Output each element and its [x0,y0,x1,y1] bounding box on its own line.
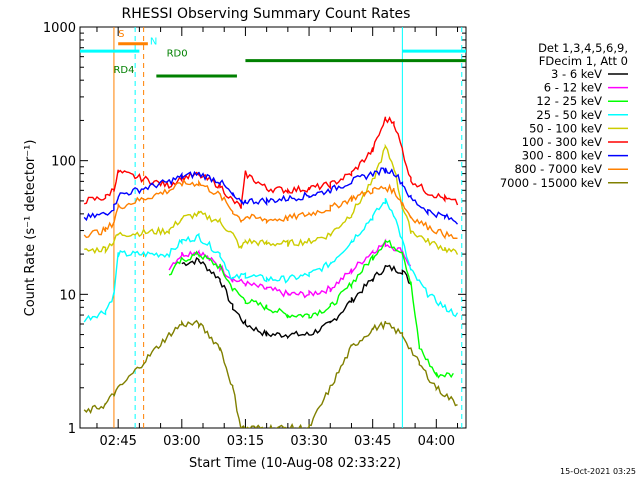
chart-title: RHESSI Observing Summary Count Rates [122,6,411,22]
y-tick-label: 1000 [43,21,76,36]
x-axis-label: Start Time (10-Aug-08 02:33:22) [189,456,401,471]
annotation-label-s: S [118,29,124,40]
footer-timestamp: 15-Oct-2021 03:25 [560,467,636,476]
x-tick-label: 02:45 [99,434,136,449]
y-tick-label: 1 [68,422,76,437]
series-line-7 [83,178,458,240]
plot-frame [79,26,467,429]
legend-entry-label: 300 - 800 keV [522,149,602,163]
y-axis-label: Count Rate (s⁻¹ detector⁻¹) [23,140,38,317]
legend-header: FDecim 1, Att 0 [539,54,628,68]
legend-entry-label: 12 - 25 keV [536,94,602,108]
annotation-label-rd0: RD0 [167,49,188,60]
series-line-5 [84,116,459,209]
x-tick-label: 03:30 [290,434,327,449]
legend-header: Det 1,3,4,5,6,9, [538,41,628,55]
legend-entry-label: 7000 - 15000 keV [500,176,602,190]
y-tick-label: 100 [51,155,76,170]
annotation-label-n: N [150,37,157,48]
y-tick-label: 10 [59,288,76,303]
plot-area: 1 10 100 1000 02:45 03:00 03:15 03:30 03:45 04:00… [43,21,467,449]
series-line-6 [83,167,459,225]
x-tick-label: 04:00 [418,434,455,449]
series-line-3 [83,197,459,323]
series-line-4 [84,143,459,255]
legend-entry-label: 25 - 50 keV [536,108,602,122]
series-line-2 [168,239,454,379]
annotation-label-rd4: RD4 [113,65,134,76]
legend-entry-label: 50 - 100 keV [529,121,602,135]
series-line-8 [83,319,458,428]
x-tick-label: 03:00 [163,434,200,449]
legend-entry-label: 6 - 12 keV [544,81,602,95]
series-line-0 [181,257,412,340]
legend-entry-label: 100 - 300 keV [522,135,602,149]
legend-entry-label: 3 - 6 keV [551,67,602,81]
series-line-1 [168,238,412,299]
x-tick-label: 03:15 [227,434,264,449]
legend: Det 1,3,4,5,6,9,FDecim 1, Att 03 - 6 keV… [500,41,628,190]
x-tick-label: 03:45 [354,434,391,449]
legend-entry-label: 800 - 7000 keV [514,162,602,176]
